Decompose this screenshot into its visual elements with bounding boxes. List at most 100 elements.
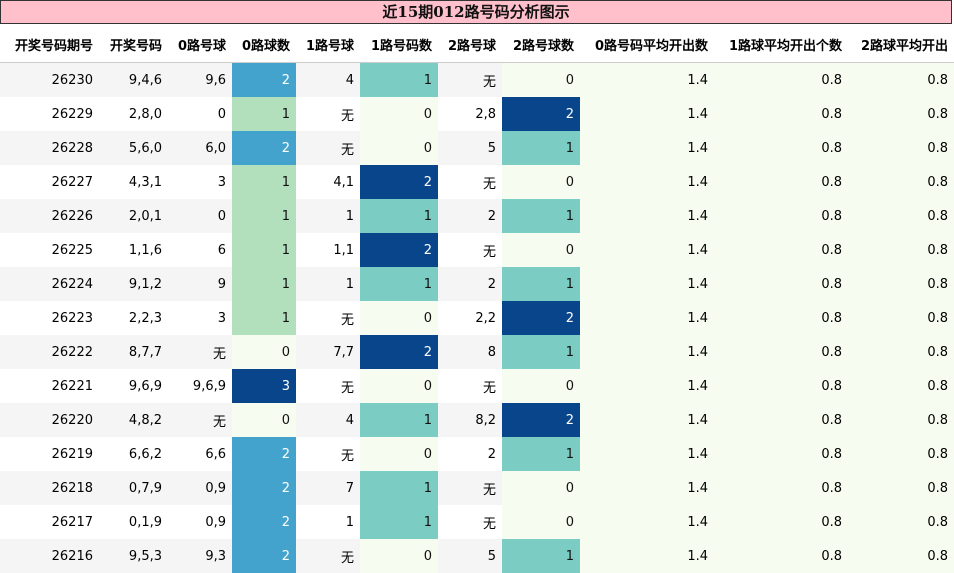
- table-cell: 6,6,2: [99, 437, 168, 471]
- heat-cell: 0: [502, 62, 580, 97]
- heat-cell: 2: [502, 97, 580, 131]
- table-row: 26216 9,5,3 9,3 2 无 0 5 1 1.4 0.8 0.8: [0, 539, 954, 573]
- heat-cell: 0: [360, 437, 438, 471]
- heat-cell: 3: [232, 369, 296, 403]
- heat-cell: 1: [502, 199, 580, 233]
- table-row: 26223 2,2,3 3 1 无 0 2,2 2 1.4 0.8 0.8: [0, 301, 954, 335]
- table-cell: 无: [296, 131, 360, 165]
- average-cell: 1.4: [580, 369, 714, 403]
- average-cell: 0.8: [714, 505, 848, 539]
- table-cell: 6,6: [168, 437, 232, 471]
- column-header: 2路号球: [438, 27, 502, 63]
- average-cell: 1.4: [580, 301, 714, 335]
- table-cell: 无: [438, 471, 502, 505]
- heat-cell: 0: [232, 403, 296, 437]
- column-header: 1路球平均开出个数: [714, 27, 848, 63]
- table-cell: 26227: [0, 165, 99, 199]
- average-cell: 1.4: [580, 62, 714, 97]
- table-cell: 0: [168, 97, 232, 131]
- average-cell: 1.4: [580, 165, 714, 199]
- table-cell: 2: [438, 267, 502, 301]
- heat-cell: 0: [502, 369, 580, 403]
- heat-cell: 1: [232, 199, 296, 233]
- average-cell: 0.8: [714, 97, 848, 131]
- table-cell: 26218: [0, 471, 99, 505]
- average-cell: 0.8: [848, 437, 954, 471]
- table-row: 26220 4,8,2 无 0 4 1 8,2 2 1.4 0.8 0.8: [0, 403, 954, 437]
- table-cell: 2: [438, 199, 502, 233]
- average-cell: 0.8: [714, 369, 848, 403]
- table-row: 26227 4,3,1 3 1 4,1 2 无 0 1.4 0.8 0.8: [0, 165, 954, 199]
- table-cell: 9,6,9: [99, 369, 168, 403]
- table-cell: 26225: [0, 233, 99, 267]
- heat-cell: 2: [232, 471, 296, 505]
- table-row: 26229 2,8,0 0 1 无 0 2,8 2 1.4 0.8 0.8: [0, 97, 954, 131]
- average-cell: 0.8: [714, 233, 848, 267]
- average-cell: 0.8: [714, 199, 848, 233]
- heat-cell: 0: [360, 131, 438, 165]
- average-cell: 1.4: [580, 505, 714, 539]
- heat-cell: 1: [232, 233, 296, 267]
- heat-cell: 1: [360, 505, 438, 539]
- average-cell: 1.4: [580, 403, 714, 437]
- table-cell: 2,8,0: [99, 97, 168, 131]
- column-header: 0路号码平均开出数: [580, 27, 714, 63]
- average-cell: 1.4: [580, 199, 714, 233]
- heat-cell: 0: [502, 471, 580, 505]
- table-cell: 26228: [0, 131, 99, 165]
- heat-cell: 1: [360, 199, 438, 233]
- heat-cell: 0: [360, 539, 438, 573]
- heat-cell: 2: [502, 403, 580, 437]
- table-cell: 9,1,2: [99, 267, 168, 301]
- column-header: 开奖号码: [99, 27, 168, 63]
- average-cell: 0.8: [848, 165, 954, 199]
- heat-cell: 2: [360, 233, 438, 267]
- table-cell: 无: [168, 403, 232, 437]
- table-cell: 9,3: [168, 539, 232, 573]
- heat-cell: 1: [360, 267, 438, 301]
- table-cell: 5: [438, 131, 502, 165]
- heat-cell: 1: [232, 165, 296, 199]
- average-cell: 0.8: [848, 301, 954, 335]
- average-cell: 1.4: [580, 539, 714, 573]
- table-cell: 无: [438, 369, 502, 403]
- heat-cell: 0: [360, 301, 438, 335]
- table-cell: 4,1: [296, 165, 360, 199]
- average-cell: 0.8: [848, 505, 954, 539]
- table-cell: 9: [168, 267, 232, 301]
- average-cell: 1.4: [580, 131, 714, 165]
- heat-cell: 1: [232, 267, 296, 301]
- table-cell: 1: [296, 505, 360, 539]
- table-cell: 26222: [0, 335, 99, 369]
- table-row: 26218 0,7,9 0,9 2 7 1 无 0 1.4 0.8 0.8: [0, 471, 954, 505]
- table-cell: 4: [296, 403, 360, 437]
- table-cell: 1: [296, 199, 360, 233]
- heat-cell: 1: [502, 335, 580, 369]
- table-cell: 26216: [0, 539, 99, 573]
- average-cell: 1.4: [580, 267, 714, 301]
- average-cell: 0.8: [848, 403, 954, 437]
- table-cell: 2,8: [438, 97, 502, 131]
- table-cell: 2: [438, 437, 502, 471]
- table-row: 26219 6,6,2 6,6 2 无 0 2 1 1.4 0.8 0.8: [0, 437, 954, 471]
- average-cell: 0.8: [714, 539, 848, 573]
- average-cell: 1.4: [580, 233, 714, 267]
- table-cell: 0,9: [168, 471, 232, 505]
- heat-cell: 1: [502, 437, 580, 471]
- table-row: 26224 9,1,2 9 1 1 1 2 1 1.4 0.8 0.8: [0, 267, 954, 301]
- table-cell: 无: [296, 301, 360, 335]
- table-cell: 26229: [0, 97, 99, 131]
- chart-title: 近15期012路号码分析图示: [0, 0, 952, 24]
- average-cell: 0.8: [848, 131, 954, 165]
- average-cell: 0.8: [848, 471, 954, 505]
- average-cell: 0.8: [848, 539, 954, 573]
- table-cell: 26230: [0, 62, 99, 97]
- table-cell: 0: [168, 199, 232, 233]
- average-cell: 0.8: [848, 62, 954, 97]
- table-cell: 9,6: [168, 62, 232, 97]
- average-cell: 0.8: [848, 199, 954, 233]
- average-cell: 0.8: [848, 335, 954, 369]
- table-cell: 无: [438, 165, 502, 199]
- column-header: 1路号球: [296, 27, 360, 63]
